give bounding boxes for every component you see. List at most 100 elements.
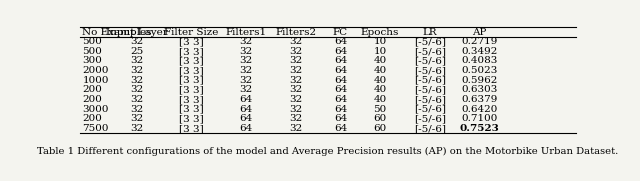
Text: 200: 200 <box>83 85 102 94</box>
Text: 32: 32 <box>239 37 253 46</box>
Text: 500: 500 <box>83 47 102 56</box>
Text: 32: 32 <box>239 66 253 75</box>
Text: 32: 32 <box>131 37 143 46</box>
Text: 32: 32 <box>131 114 143 123</box>
Text: 32: 32 <box>239 56 253 66</box>
Text: No Examples: No Examples <box>83 28 152 37</box>
Text: 10: 10 <box>374 37 387 46</box>
Text: 32: 32 <box>131 105 143 114</box>
Text: 32: 32 <box>131 56 143 66</box>
Text: 0.5023: 0.5023 <box>461 66 497 75</box>
Text: 0.6303: 0.6303 <box>461 85 497 94</box>
Text: 3000: 3000 <box>83 105 109 114</box>
Text: 64: 64 <box>239 124 253 133</box>
Text: 0.6379: 0.6379 <box>461 95 497 104</box>
Text: 60: 60 <box>374 124 387 133</box>
Text: 7500: 7500 <box>83 124 109 133</box>
Text: [-5/-6]: [-5/-6] <box>413 95 445 104</box>
Text: [3 3]: [3 3] <box>179 105 204 114</box>
Text: 32: 32 <box>239 76 253 85</box>
Text: 64: 64 <box>334 114 347 123</box>
Text: 32: 32 <box>131 76 143 85</box>
Text: Filter Size: Filter Size <box>164 28 219 37</box>
Text: 40: 40 <box>374 85 387 94</box>
Text: 0.7100: 0.7100 <box>461 114 497 123</box>
Text: LR: LR <box>422 28 437 37</box>
Text: 32: 32 <box>289 124 302 133</box>
Text: 64: 64 <box>334 66 347 75</box>
Text: 0.4083: 0.4083 <box>461 56 497 66</box>
Text: 64: 64 <box>334 105 347 114</box>
Text: [-5/-6]: [-5/-6] <box>413 114 445 123</box>
Text: 64: 64 <box>334 85 347 94</box>
Text: Table 1 Different configurations of the model and Average Precision results (AP): Table 1 Different configurations of the … <box>37 147 619 156</box>
Text: 32: 32 <box>289 66 302 75</box>
Text: 64: 64 <box>239 95 253 104</box>
Text: 40: 40 <box>374 95 387 104</box>
Text: 32: 32 <box>289 37 302 46</box>
Text: 32: 32 <box>239 47 253 56</box>
Text: [-5/-6]: [-5/-6] <box>413 85 445 94</box>
Text: [-5/-6]: [-5/-6] <box>413 66 445 75</box>
Text: 32: 32 <box>131 85 143 94</box>
Text: [3 3]: [3 3] <box>179 76 204 85</box>
Text: [3 3]: [3 3] <box>179 66 204 75</box>
Text: 32: 32 <box>289 105 302 114</box>
Text: 2000: 2000 <box>83 66 109 75</box>
Text: [3 3]: [3 3] <box>179 114 204 123</box>
Text: 64: 64 <box>334 124 347 133</box>
Text: [-5/-6]: [-5/-6] <box>413 76 445 85</box>
Text: [3 3]: [3 3] <box>179 56 204 66</box>
Text: [-5/-6]: [-5/-6] <box>413 105 445 114</box>
Text: 40: 40 <box>374 66 387 75</box>
Text: 32: 32 <box>289 56 302 66</box>
Text: [3 3]: [3 3] <box>179 124 204 133</box>
Text: 64: 64 <box>334 95 347 104</box>
Text: 64: 64 <box>239 114 253 123</box>
Text: 32: 32 <box>131 124 143 133</box>
Text: 0.3492: 0.3492 <box>461 47 497 56</box>
Text: Filters2: Filters2 <box>275 28 316 37</box>
Text: 32: 32 <box>289 114 302 123</box>
Text: 32: 32 <box>131 95 143 104</box>
Text: 0.5962: 0.5962 <box>461 76 497 85</box>
Text: [3 3]: [3 3] <box>179 37 204 46</box>
Text: 64: 64 <box>334 76 347 85</box>
Text: 0.7523: 0.7523 <box>460 124 499 133</box>
Text: Input Layer: Input Layer <box>106 28 168 37</box>
Text: 32: 32 <box>289 76 302 85</box>
Text: [3 3]: [3 3] <box>179 85 204 94</box>
Text: 32: 32 <box>131 66 143 75</box>
Text: 60: 60 <box>374 114 387 123</box>
Text: 200: 200 <box>83 95 102 104</box>
Text: [-5/-6]: [-5/-6] <box>413 47 445 56</box>
Text: [-5/-6]: [-5/-6] <box>413 124 445 133</box>
Text: [-5/-6]: [-5/-6] <box>413 56 445 66</box>
Text: 0.6420: 0.6420 <box>461 105 497 114</box>
Text: [3 3]: [3 3] <box>179 95 204 104</box>
Text: 64: 64 <box>334 37 347 46</box>
Text: 0.2719: 0.2719 <box>461 37 497 46</box>
Text: 200: 200 <box>83 114 102 123</box>
Text: 64: 64 <box>239 105 253 114</box>
Text: 25: 25 <box>131 47 143 56</box>
Text: 32: 32 <box>289 47 302 56</box>
Text: 32: 32 <box>239 85 253 94</box>
Text: [3 3]: [3 3] <box>179 47 204 56</box>
Text: Epochs: Epochs <box>361 28 399 37</box>
Text: AP: AP <box>472 28 486 37</box>
Text: 1000: 1000 <box>83 76 109 85</box>
Text: 32: 32 <box>289 85 302 94</box>
Text: FC: FC <box>333 28 348 37</box>
Text: 32: 32 <box>289 95 302 104</box>
Text: [-5/-6]: [-5/-6] <box>413 37 445 46</box>
Text: 10: 10 <box>374 47 387 56</box>
Text: 50: 50 <box>374 105 387 114</box>
Text: 64: 64 <box>334 47 347 56</box>
Text: 40: 40 <box>374 76 387 85</box>
Text: 300: 300 <box>83 56 102 66</box>
Text: 500: 500 <box>83 37 102 46</box>
Text: Filters1: Filters1 <box>225 28 267 37</box>
Text: 64: 64 <box>334 56 347 66</box>
Text: 40: 40 <box>374 56 387 66</box>
